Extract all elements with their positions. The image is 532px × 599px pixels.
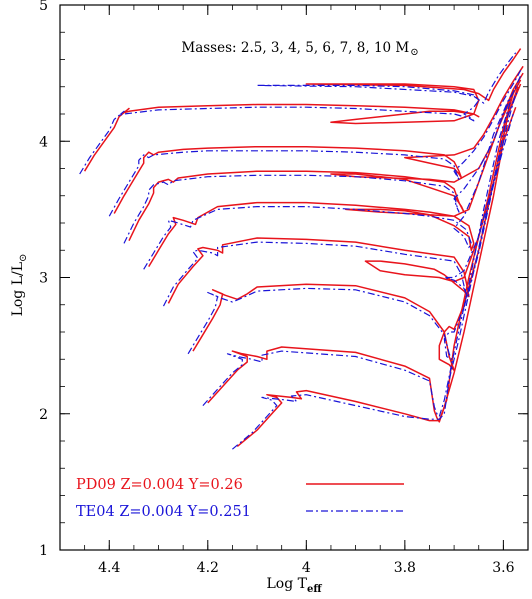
legend: PD09 Z=0.004 Y=0.26 TE04 Z=0.004 Y=0.251 xyxy=(76,477,404,520)
series-pd09-track-6 xyxy=(148,79,522,267)
series-te04-track-10 xyxy=(79,52,517,175)
legend-pd09-label: PD09 Z=0.004 Y=0.26 xyxy=(76,477,243,493)
tick-labels: 4.4 4.2 4 3.8 3.6 1 2 3 4 5 xyxy=(39,0,515,576)
y-tick-label: 1 xyxy=(39,543,48,559)
series-pd09-track-2_5 xyxy=(236,106,517,447)
series-te04-track-5 xyxy=(162,89,519,307)
y-axis-label: Log L/L⊙ xyxy=(10,254,29,317)
y-tick-label: 5 xyxy=(39,0,48,14)
masses-annotation: Masses: 2.5, 3, 4, 5, 6, 7, 8, 10 M⊙ xyxy=(181,40,418,58)
series-layer xyxy=(79,48,524,450)
x-tick-label: 4 xyxy=(302,560,311,576)
legend-te04-label: TE04 Z=0.004 Y=0.251 xyxy=(76,504,251,520)
series-te04-track-2_5 xyxy=(232,113,514,450)
series-pd09-track-4 xyxy=(192,86,519,371)
series-te04-track-8 xyxy=(108,70,522,217)
series-pd09-track-10 xyxy=(83,48,522,172)
x-axis-label: Log Teff xyxy=(266,576,322,595)
series-te04-track-6 xyxy=(143,83,519,270)
y-tick-label: 3 xyxy=(39,271,48,287)
y-tick-label: 4 xyxy=(39,134,48,150)
series-pd09-track-5 xyxy=(167,83,522,304)
x-tick-label: 3.6 xyxy=(492,560,514,576)
series-te04-track-7 xyxy=(123,75,522,244)
x-tick-label: 4.2 xyxy=(197,560,219,576)
x-tick-label: 3.8 xyxy=(394,560,416,576)
series-te04-track-3 xyxy=(202,100,512,418)
series-pd09-track-8 xyxy=(113,65,524,214)
series-te04-track-4 xyxy=(187,93,517,360)
x-tick-label: 4.4 xyxy=(98,560,120,576)
y-tick-label: 2 xyxy=(39,407,48,423)
axis-ticks xyxy=(59,4,529,551)
series-pd09-track-3 xyxy=(207,93,514,423)
